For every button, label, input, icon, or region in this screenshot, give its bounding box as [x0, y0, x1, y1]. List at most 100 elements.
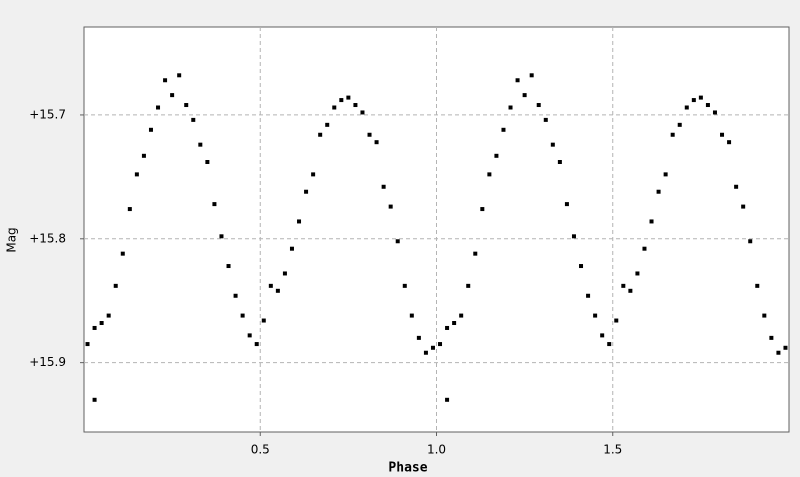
data-point: [353, 103, 358, 108]
data-point: [769, 335, 774, 340]
data-point: [134, 172, 139, 177]
data-point: [127, 207, 132, 212]
data-point: [579, 264, 584, 269]
data-point: [268, 283, 273, 288]
data-point: [360, 110, 365, 115]
data-point: [163, 78, 168, 83]
data-point: [593, 313, 598, 318]
data-point: [755, 283, 760, 288]
data-point: [677, 122, 682, 127]
data-point: [409, 313, 414, 318]
data-point: [275, 288, 280, 293]
data-point: [156, 105, 161, 110]
data-point: [656, 189, 661, 194]
data-point: [254, 342, 259, 347]
data-point: [649, 219, 654, 224]
data-point: [438, 342, 443, 347]
x-tick-label: 1.5: [603, 443, 622, 457]
data-point: [776, 350, 781, 355]
data-point: [473, 251, 478, 256]
data-point: [282, 271, 287, 276]
y-tick-label: +15.9: [29, 355, 66, 369]
data-point: [99, 321, 104, 326]
data-point: [120, 251, 125, 256]
data-point: [311, 172, 316, 177]
data-point: [621, 283, 626, 288]
data-point: [233, 293, 238, 298]
data-point: [381, 184, 386, 189]
data-point: [557, 160, 562, 164]
data-point: [416, 335, 421, 340]
data-point: [85, 342, 90, 347]
data-point: [297, 219, 302, 224]
y-axis-label: Mag: [5, 227, 19, 252]
data-point: [430, 345, 435, 350]
data-point: [614, 318, 619, 323]
data-point: [177, 73, 182, 78]
data-point: [487, 172, 492, 177]
data-point: [247, 333, 252, 338]
data-point: [741, 204, 746, 209]
data-point: [684, 105, 689, 110]
data-point: [226, 264, 231, 269]
data-point: [607, 342, 612, 347]
data-point: [515, 78, 520, 83]
data-point: [205, 160, 210, 164]
data-point: [374, 140, 379, 145]
data-point: [522, 93, 527, 98]
data-point: [494, 153, 499, 158]
x-tick-label: 0.5: [251, 443, 270, 457]
data-point: [691, 98, 696, 103]
data-point: [480, 207, 485, 212]
data-point: [367, 132, 372, 137]
data-point: [564, 202, 569, 207]
data-point: [92, 325, 97, 330]
data-point: [346, 95, 351, 100]
data-point: [445, 397, 450, 402]
data-point: [698, 95, 703, 100]
data-point: [628, 288, 633, 293]
data-point: [106, 313, 111, 318]
data-point: [670, 132, 675, 137]
data-point: [663, 172, 668, 177]
data-point: [240, 313, 245, 318]
data-point: [395, 239, 400, 244]
data-point: [459, 313, 464, 318]
data-point: [642, 246, 647, 251]
data-point: [720, 132, 725, 137]
data-point: [466, 283, 471, 288]
data-point: [445, 325, 450, 330]
x-tick-label: 1.0: [427, 443, 446, 457]
data-point: [339, 98, 344, 103]
data-point: [219, 234, 224, 239]
data-point: [184, 103, 189, 108]
data-point: [141, 153, 146, 158]
data-point: [529, 73, 534, 78]
x-axis-label: Phase: [388, 461, 427, 476]
data-point: [170, 93, 175, 98]
data-point: [261, 318, 266, 323]
y-tick-label: +15.8: [29, 231, 66, 245]
data-point: [536, 103, 541, 108]
data-point: [550, 142, 555, 147]
data-point: [452, 321, 457, 326]
data-point: [586, 293, 591, 298]
data-point: [783, 345, 788, 350]
data-point: [543, 117, 548, 122]
data-point: [712, 110, 717, 115]
data-point: [748, 239, 753, 244]
data-point: [318, 132, 323, 137]
data-point: [571, 234, 576, 239]
y-tick-label: +15.7: [29, 107, 66, 121]
data-point: [212, 202, 217, 207]
data-point: [762, 313, 767, 318]
data-point: [635, 271, 640, 276]
data-point: [501, 127, 506, 132]
data-point: [388, 204, 393, 209]
data-point: [325, 122, 330, 127]
data-point: [191, 117, 196, 122]
data-point: [423, 350, 428, 355]
data-point: [600, 333, 605, 338]
data-point: [508, 105, 513, 110]
data-point: [705, 103, 710, 108]
